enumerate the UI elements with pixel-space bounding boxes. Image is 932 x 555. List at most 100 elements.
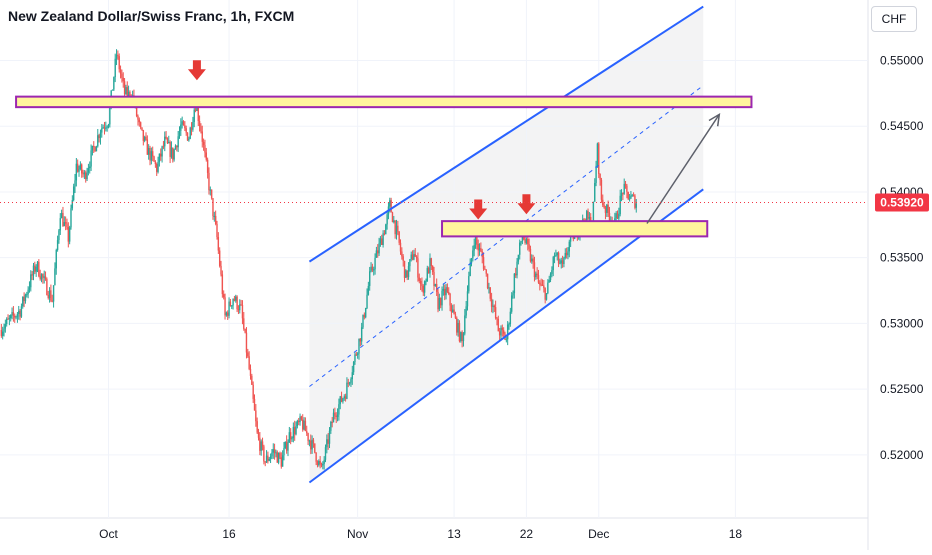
candle-body: [381, 238, 383, 245]
candle-body: [616, 213, 619, 219]
candle-body: [193, 109, 195, 122]
candle-body: [261, 441, 264, 447]
candle-body: [430, 258, 433, 267]
candle-body: [354, 354, 356, 363]
chart-title: New Zealand Dollar/Swiss Franc, 1h, FXCM: [8, 8, 295, 24]
candle-body: [277, 453, 280, 463]
candle-body: [257, 432, 260, 438]
candle-body: [490, 298, 493, 307]
candle-body: [58, 230, 60, 241]
candle-body: [517, 254, 520, 262]
candle-body: [635, 203, 637, 208]
candle-body: [263, 446, 265, 462]
candle-body: [5, 318, 8, 325]
candle-body: [300, 416, 303, 420]
y-tick-label: 0.53000: [880, 316, 924, 330]
candle-body: [105, 127, 107, 129]
candle-body: [138, 119, 141, 123]
candle-body: [419, 280, 422, 284]
candle-body: [623, 183, 625, 194]
candle-body: [43, 276, 45, 278]
candle-body: [291, 438, 293, 440]
candle-body: [549, 273, 552, 280]
candle-body: [153, 156, 155, 162]
candle-body: [273, 449, 276, 454]
candle-body: [0, 329, 3, 336]
candle-body: [335, 415, 337, 417]
projection-arrow-head: [708, 112, 721, 127]
candle-body: [340, 396, 343, 402]
x-tick-label: Dec: [588, 527, 609, 541]
channel-mid-line: [309, 85, 704, 387]
candle-body: [373, 269, 375, 271]
candle-body: [555, 255, 557, 257]
currency-button[interactable]: CHF: [871, 6, 917, 32]
candle-body: [462, 333, 465, 342]
candle-body: [185, 128, 187, 133]
x-tick-label: Oct: [99, 527, 118, 541]
candle-body: [267, 455, 269, 461]
projection-arrow-line: [646, 113, 720, 224]
candle-body: [210, 189, 213, 199]
candle-body: [205, 152, 207, 160]
candle-body: [7, 318, 9, 320]
y-tick-label: 0.52500: [880, 382, 924, 396]
candle-body: [324, 447, 327, 460]
candle-body: [72, 186, 75, 201]
candle-body: [241, 304, 244, 319]
candle-body: [180, 124, 182, 131]
candle-body: [350, 379, 352, 383]
candle-body: [485, 269, 487, 274]
candle-body: [157, 162, 159, 172]
candle-body: [288, 432, 291, 443]
candle-body: [559, 263, 561, 265]
candle-body: [433, 271, 435, 286]
candle-body: [66, 223, 68, 228]
candle-body: [477, 244, 479, 251]
candle-body: [379, 238, 382, 244]
candle-body: [326, 439, 328, 448]
candle-body: [137, 115, 139, 120]
candle-body: [323, 459, 325, 464]
candle-body: [370, 266, 372, 272]
candle-body: [302, 419, 304, 430]
candle-body: [619, 195, 621, 215]
candle-body: [351, 372, 353, 380]
candle-body: [423, 281, 426, 293]
candle-body: [34, 265, 36, 272]
candle-body: [170, 147, 173, 157]
candle-body: [360, 327, 363, 342]
candle-body: [426, 268, 429, 282]
candle-body: [496, 317, 498, 319]
candle-body: [560, 260, 562, 264]
candle-body: [371, 266, 374, 271]
candle-body: [229, 301, 232, 306]
candle-body: [236, 296, 238, 310]
candle-body: [521, 234, 524, 242]
candle-body: [618, 214, 620, 219]
candle-body: [563, 257, 565, 264]
candle-body: [449, 293, 451, 306]
candle-body: [431, 266, 434, 272]
candle-body: [143, 136, 146, 141]
candle-body: [55, 249, 57, 269]
candle-body: [296, 420, 299, 427]
candle-body: [189, 127, 191, 139]
candle-body: [87, 168, 90, 173]
candle-body: [42, 274, 44, 278]
candle-body: [347, 382, 349, 384]
candle-body: [248, 356, 250, 369]
candle-body: [115, 54, 118, 59]
candle-body: [123, 81, 126, 95]
candle-body: [399, 242, 402, 252]
candle-body: [295, 426, 297, 435]
candle-body: [434, 284, 437, 286]
candle-body: [27, 289, 29, 295]
candle-body: [458, 322, 461, 342]
candle-body: [448, 292, 450, 294]
candle-body: [74, 180, 76, 187]
candle-body: [553, 255, 556, 258]
candle-body: [206, 159, 209, 173]
